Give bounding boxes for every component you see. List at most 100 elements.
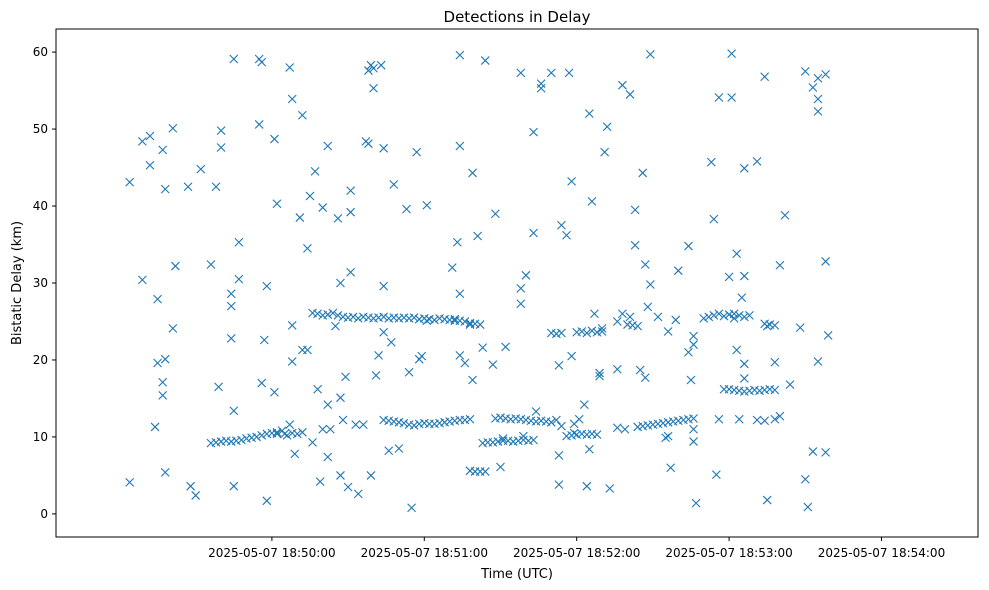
data-point	[460, 317, 470, 326]
data-point	[229, 406, 239, 416]
data-point	[353, 489, 363, 499]
data-point	[168, 123, 178, 133]
x-tick-label: 2025-05-07 18:51:00	[361, 546, 488, 560]
data-point	[318, 203, 328, 212]
data-point	[333, 213, 343, 223]
data-point	[402, 204, 411, 214]
data-point	[226, 301, 236, 311]
data-point	[529, 435, 538, 445]
data-point	[313, 309, 323, 319]
data-point	[285, 63, 295, 72]
data-point	[348, 312, 358, 322]
x-tick-label: 2025-05-07 18:54:00	[818, 546, 945, 560]
data-point	[706, 157, 716, 167]
data-point	[351, 420, 361, 430]
data-point	[808, 447, 818, 456]
data-point	[292, 429, 302, 439]
data-point	[635, 365, 645, 375]
data-point	[272, 427, 282, 437]
data-point	[587, 197, 597, 206]
data-point	[618, 309, 627, 319]
data-point	[145, 131, 155, 141]
data-point	[633, 321, 643, 331]
data-point	[709, 214, 719, 224]
data-point	[691, 498, 701, 508]
plot-area	[55, 28, 979, 538]
data-point	[353, 314, 363, 323]
y-tick-label: 40	[33, 199, 48, 213]
data-point	[714, 93, 724, 102]
data-point	[536, 83, 546, 93]
data-point	[257, 378, 267, 388]
data-point	[643, 302, 653, 312]
data-point	[343, 482, 353, 492]
data-point	[574, 414, 584, 424]
data-point	[663, 327, 673, 336]
data-point	[364, 139, 373, 149]
data-point	[729, 309, 739, 319]
data-point	[336, 471, 345, 480]
data-point	[430, 315, 439, 325]
data-point	[257, 431, 267, 440]
data-point	[229, 481, 239, 491]
data-point	[450, 314, 460, 324]
data-point	[689, 414, 698, 423]
data-point	[297, 110, 307, 120]
scatter-marks	[125, 49, 833, 513]
data-point	[673, 266, 683, 276]
x-axis-label: Time (UTC)	[480, 567, 553, 582]
data-point	[465, 414, 475, 424]
data-point	[333, 310, 343, 320]
data-point	[310, 167, 320, 176]
data-point	[399, 418, 409, 428]
data-point	[346, 186, 356, 196]
data-point	[813, 106, 823, 116]
data-point	[752, 415, 762, 425]
data-point	[724, 272, 734, 282]
data-point	[557, 328, 566, 338]
data-point	[770, 385, 780, 395]
data-point	[821, 257, 830, 266]
data-point	[630, 205, 640, 215]
data-point	[211, 182, 221, 192]
data-point	[297, 427, 307, 437]
data-point	[582, 328, 592, 338]
data-point	[562, 230, 571, 240]
data-point	[272, 199, 282, 209]
data-point	[800, 474, 810, 484]
data-point	[813, 357, 823, 366]
data-point	[170, 261, 180, 271]
y-axis-label: Bistatic Delay (km)	[10, 221, 25, 345]
data-point	[587, 326, 597, 336]
data-point	[417, 351, 427, 361]
chart-title: Detections in Delay	[444, 8, 591, 26]
data-point	[336, 393, 345, 403]
data-point	[775, 411, 785, 421]
data-point	[536, 79, 546, 89]
data-point	[557, 421, 566, 431]
data-point	[600, 147, 610, 157]
data-point	[737, 293, 747, 303]
data-point	[407, 503, 416, 513]
y-tick-label: 10	[33, 430, 48, 444]
data-point	[369, 63, 378, 73]
data-point	[374, 350, 383, 360]
data-point	[270, 387, 279, 397]
data-point	[282, 431, 292, 440]
data-point	[366, 471, 376, 480]
data-point	[579, 400, 589, 410]
data-point	[158, 145, 168, 155]
data-point	[582, 481, 592, 491]
data-point	[529, 127, 538, 137]
data-point	[567, 351, 576, 361]
data-point	[625, 312, 635, 322]
data-point	[308, 437, 317, 447]
data-point	[564, 68, 574, 78]
data-point	[125, 177, 135, 187]
data-point	[516, 68, 526, 78]
data-point	[196, 164, 206, 174]
data-point	[584, 109, 594, 119]
data-point	[638, 168, 648, 178]
data-point	[689, 340, 698, 349]
